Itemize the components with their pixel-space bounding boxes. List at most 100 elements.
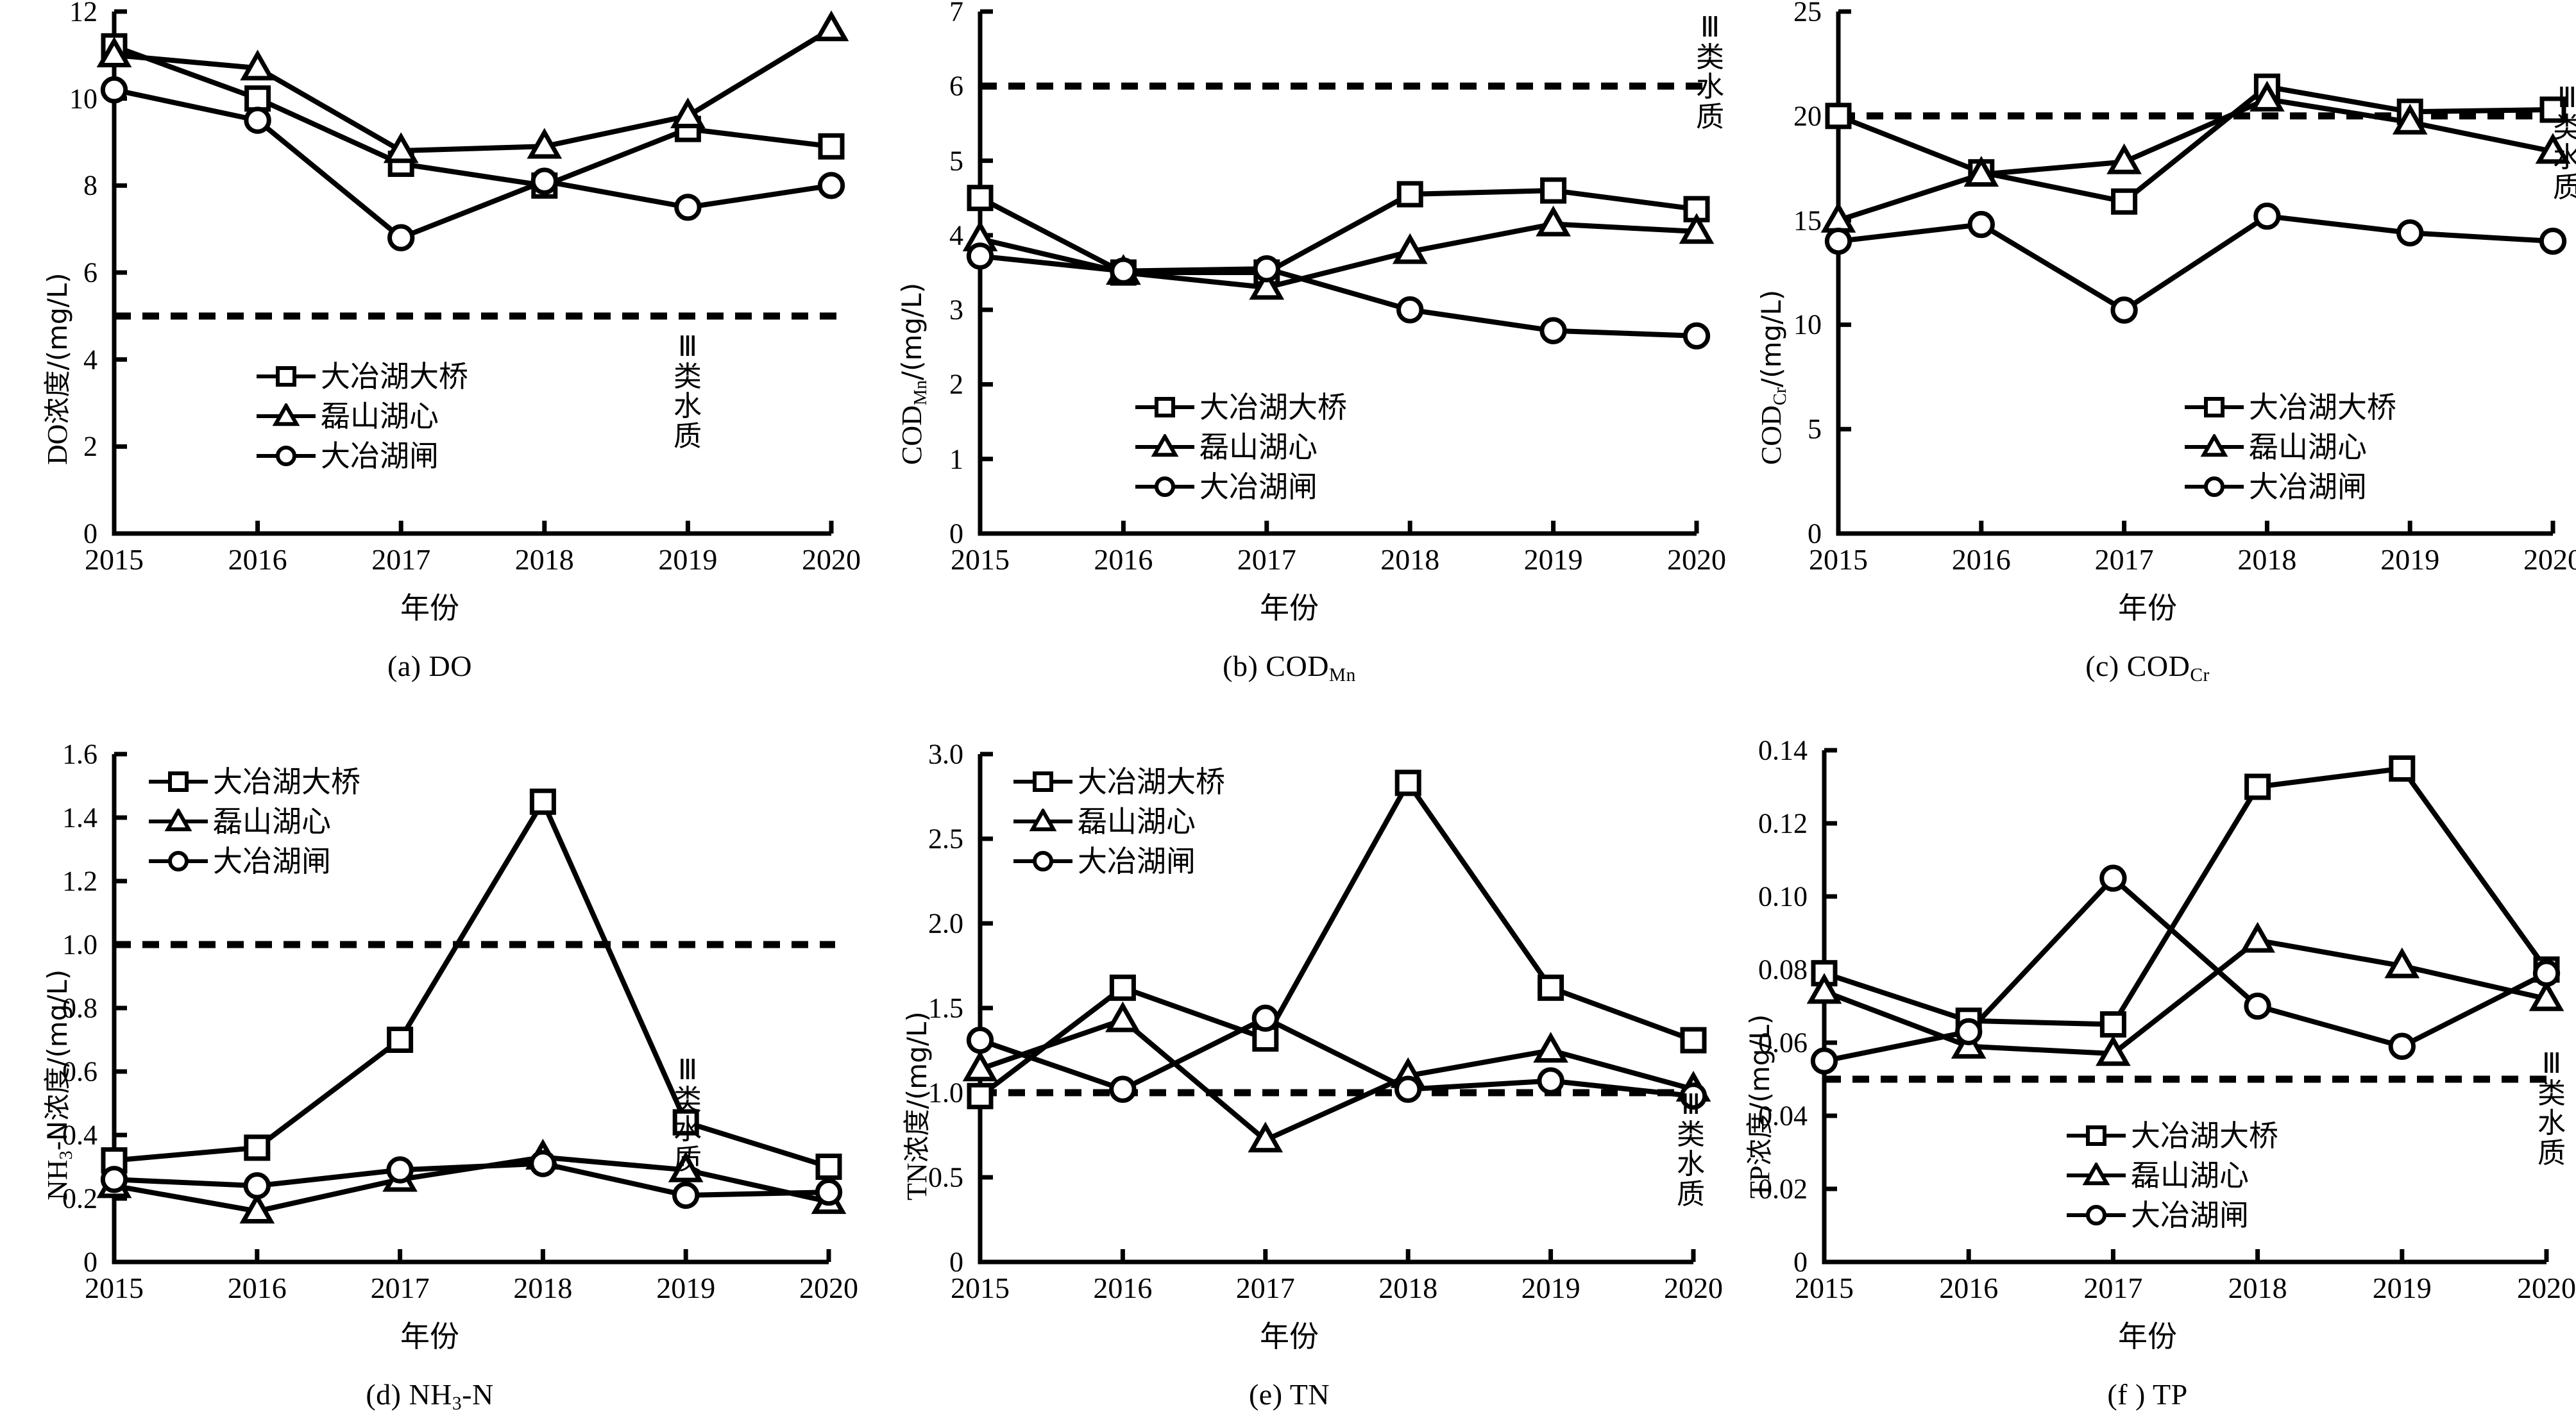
water-quality-class-note-char: Ⅲ <box>2557 81 2576 114</box>
legend-item[interactable]: 大冶湖大桥 <box>1012 762 1225 802</box>
data-point-marker <box>240 49 275 81</box>
legend-item[interactable]: 大冶湖大桥 <box>2065 1116 2278 1156</box>
legend-item[interactable]: 大冶湖闸 <box>2183 467 2396 507</box>
x-axis-tick-label: 2015 <box>1795 1272 1854 1304</box>
x-axis-tick-label: 2017 <box>1235 1272 1295 1304</box>
legend-item-label: 大冶湖大桥 <box>2249 390 2396 425</box>
data-point-marker <box>1396 296 1424 324</box>
x-axis-tick-label: 2019 <box>1523 543 1583 576</box>
legend-item[interactable]: 磊山湖心 <box>2183 427 2396 467</box>
x-axis-tick-label: 2015 <box>85 543 144 576</box>
legend-item-label: 大冶湖闸 <box>1078 844 1196 879</box>
data-point-marker <box>1679 1082 1707 1110</box>
legend-item-label: 大冶湖闸 <box>2249 469 2367 504</box>
data-point-marker <box>2529 980 2564 1011</box>
data-point-marker <box>2244 773 2271 800</box>
legend-item[interactable]: 大冶湖大桥 <box>2183 387 2396 427</box>
data-point-marker <box>386 1156 414 1184</box>
data-point-marker <box>1533 1032 1568 1063</box>
data-point-marker <box>2384 947 2420 979</box>
y-axis-tick-label: 8 <box>83 169 97 201</box>
legend-item[interactable]: 大冶湖闸 <box>1134 467 1347 507</box>
x-axis-tick-label: 2018 <box>514 543 574 576</box>
data-point-marker <box>383 132 419 164</box>
y-axis-title-suffix: /(mg/L) <box>896 282 928 380</box>
data-point-marker <box>1538 974 1564 1001</box>
legend: 大冶湖大桥 磊山湖心 大冶湖闸 <box>1012 762 1225 881</box>
panel-b: 0 1 2 3 4 5 6 7 2015 2016 2017 2018 2019 2020 CODMn/(m… <box>860 0 1726 693</box>
circle-marker-icon <box>2067 1205 2126 1225</box>
data-point-marker <box>2250 80 2285 112</box>
legend-item[interactable]: 磊山湖心 <box>255 396 468 436</box>
data-point-marker <box>243 1172 271 1200</box>
data-point-marker <box>1536 205 1571 237</box>
legend-item[interactable]: 磊山湖心 <box>2065 1156 2278 1195</box>
data-point-marker <box>387 224 415 251</box>
y-axis-tick-label: 0.04 <box>1758 1100 1808 1132</box>
panel-c: 0 5 10 15 20 25 2015 2016 2017 2018 2019 2020 CODCr/… <box>1719 0 2576 693</box>
panel-caption-subscript: Cr <box>2190 665 2210 686</box>
data-point-marker <box>1539 317 1567 344</box>
data-point-marker <box>2539 227 2567 255</box>
panel-d: 0 0.2 0.4 0.6 0.8 1.0 1.2 1.4 1.6 2015 2016 2017 201… <box>0 693 860 1421</box>
series-line-1 <box>979 188 1697 275</box>
data-point-marker <box>966 1026 994 1054</box>
legend-item[interactable]: 大冶湖闸 <box>255 436 468 476</box>
data-point-marker <box>1537 1067 1564 1095</box>
y-axis-title: CODCr/(mg/L) <box>1755 290 1791 465</box>
legend-item-label: 大冶湖闸 <box>213 844 331 879</box>
y-axis-title: DO浓度/(mg/L) <box>36 273 75 465</box>
x-axis-tick-label: 2016 <box>1093 1272 1153 1304</box>
data-point-marker <box>2111 188 2138 215</box>
data-point-marker <box>2535 133 2571 164</box>
legend-item[interactable]: 大冶湖闸 <box>2065 1195 2278 1235</box>
y-axis-title-subscript: 3 <box>56 1150 76 1160</box>
legend-item-label: 大冶湖大桥 <box>213 764 360 799</box>
legend-item[interactable]: 磊山湖心 <box>1012 802 1225 841</box>
legend-item[interactable]: 大冶湖大桥 <box>255 357 468 396</box>
data-point-marker <box>1824 227 1852 255</box>
panel-caption-subscript: Mn <box>1328 665 1356 686</box>
y-axis-title-subscript: Cr <box>1770 387 1790 406</box>
legend-item[interactable]: 大冶湖闸 <box>148 841 360 881</box>
x-axis-tick-label: 2017 <box>371 543 431 576</box>
legend-item[interactable]: 磊山湖心 <box>1134 427 1347 467</box>
axis-lines <box>112 12 831 536</box>
data-point-marker <box>1396 181 1423 208</box>
square-marker-icon <box>1013 771 1072 792</box>
y-axis-title-subscript: Mn <box>910 380 931 406</box>
water-quality-class-note-char: 质 <box>1696 100 1724 133</box>
data-point-marker <box>1249 269 1285 300</box>
water-quality-class-note-char: 质 <box>2538 1136 2566 1170</box>
legend-item-label: 磊山湖心 <box>1199 430 1318 464</box>
data-point-marker <box>2099 1011 2126 1038</box>
x-axis-tick-label: 2017 <box>2083 1272 2143 1304</box>
x-axis-tick-label: 2015 <box>951 1272 1010 1304</box>
x-axis-title: 年份 <box>400 591 459 625</box>
y-axis-title-prefix: DO <box>42 424 73 465</box>
panel-f: 0 0.02 0.04 0.06 0.08 0.10 0.12 0.14 2015 2016 201… <box>1719 693 2576 1421</box>
y-axis-tick-label: 15 <box>1793 205 1822 237</box>
legend-item[interactable]: 大冶湖闸 <box>1012 841 1225 881</box>
water-quality-class-note-char: Ⅲ <box>1700 11 1720 44</box>
panel-caption-main: (e) TN <box>1248 1378 1330 1411</box>
data-point-marker <box>815 1178 843 1206</box>
y-axis-title-prefix: COD <box>896 405 928 465</box>
y-axis-tick-label: 20 <box>1793 100 1822 132</box>
data-point-marker <box>527 128 563 159</box>
legend-item[interactable]: 大冶湖大桥 <box>1134 387 1347 427</box>
data-point-marker <box>96 37 132 68</box>
y-axis-tick-label: 1.5 <box>928 992 963 1024</box>
data-point-marker <box>1392 233 1428 264</box>
data-point-marker <box>668 1151 704 1182</box>
water-quality-class-note-char: 质 <box>674 419 702 453</box>
x-axis-tick-label: 2020 <box>799 1272 858 1304</box>
square-marker-icon <box>149 771 208 792</box>
water-quality-class-note-char: Ⅲ <box>2541 1047 2562 1080</box>
data-point-marker <box>100 1166 128 1193</box>
legend-item[interactable]: 大冶湖大桥 <box>148 762 360 802</box>
y-axis-title: CODMn/(mg/L) <box>895 283 931 465</box>
series-line-1 <box>1823 766 2549 1027</box>
legend-item[interactable]: 磊山湖心 <box>148 802 360 841</box>
